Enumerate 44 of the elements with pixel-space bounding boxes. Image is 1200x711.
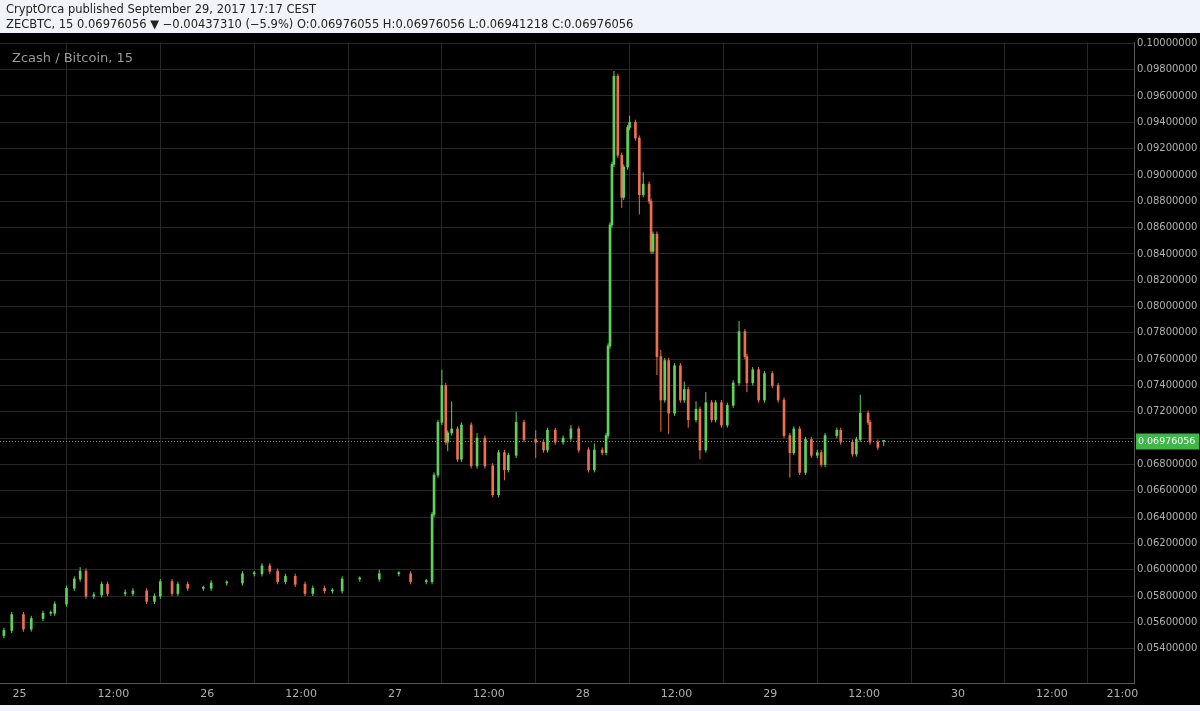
y-tick-label: 0.06800000 (1137, 458, 1198, 470)
y-tick-label: 0.10000000 (1137, 36, 1198, 48)
x-tick-label: 21:00 (1106, 687, 1139, 701)
x-tick-label: 27 (387, 687, 402, 701)
x-tick-label: 12:00 (660, 687, 693, 701)
y-tick-label: 0.07600000 (1137, 352, 1198, 364)
x-tick-label: 25 (12, 687, 27, 701)
x-tick-label: 26 (200, 687, 215, 701)
y-tick-label: 0.08000000 (1137, 300, 1198, 312)
y-tick-label: 0.06200000 (1137, 537, 1198, 549)
candlestick (882, 440, 886, 447)
y-tick-label: 0.07200000 (1137, 405, 1198, 417)
y-tick-label: 0.06000000 (1137, 563, 1198, 575)
x-tick-label: 12:00 (1036, 687, 1068, 701)
x-tick-label: 30 (951, 687, 966, 701)
candlestick (424, 578, 428, 585)
y-tick-label: 0.09000000 (1137, 168, 1198, 180)
text: Zcash / Bitcoin, 15 (12, 49, 134, 65)
y-tick-label: 0.09200000 (1137, 142, 1198, 154)
x-tick-label: 28 (575, 687, 590, 701)
y-tick-label: 0.07800000 (1137, 326, 1198, 338)
x-tick-label: 12:00 (97, 687, 130, 701)
y-tick-label: 0.05600000 (1137, 616, 1198, 628)
y-tick-label: 0.05400000 (1137, 642, 1198, 654)
y-tick-label: 0.06600000 (1137, 484, 1198, 496)
y-tick-label: 0.07400000 (1137, 379, 1198, 391)
candlestick (252, 570, 256, 577)
y-tick-label: 0.09400000 (1137, 115, 1198, 127)
x-tick-label: 12:00 (285, 687, 317, 701)
y-tick-label: 0.06400000 (1137, 510, 1198, 522)
y-tick-label: 0.09600000 (1137, 89, 1198, 101)
x-tick-label: 12:00 (472, 687, 505, 701)
ref-line-label: 0.06976056 (1138, 434, 1196, 446)
y-tick-label: 0.05800000 (1137, 589, 1198, 601)
x-tick-label: 12:00 (848, 687, 881, 701)
y-tick-label: 0.08200000 (1137, 273, 1198, 285)
x-tick-label: 29 (763, 687, 778, 701)
y-tick-label: 0.09800000 (1137, 63, 1198, 75)
y-tick-label: 0.08800000 (1137, 194, 1198, 206)
text: ZECBTC, 15 0.06976056 ▼ −0.00437310 (−5.9%) O:0.06976055 H:0.06976056 L:0.06941218 C:0.06976056 (6, 17, 635, 32)
text: CryptOrca published September 29, 2017 17:17 CEST (6, 2, 318, 17)
y-tick-label: 0.08600000 (1137, 221, 1198, 233)
candlestick (202, 585, 205, 592)
y-tick-label: 0.08400000 (1137, 247, 1198, 259)
